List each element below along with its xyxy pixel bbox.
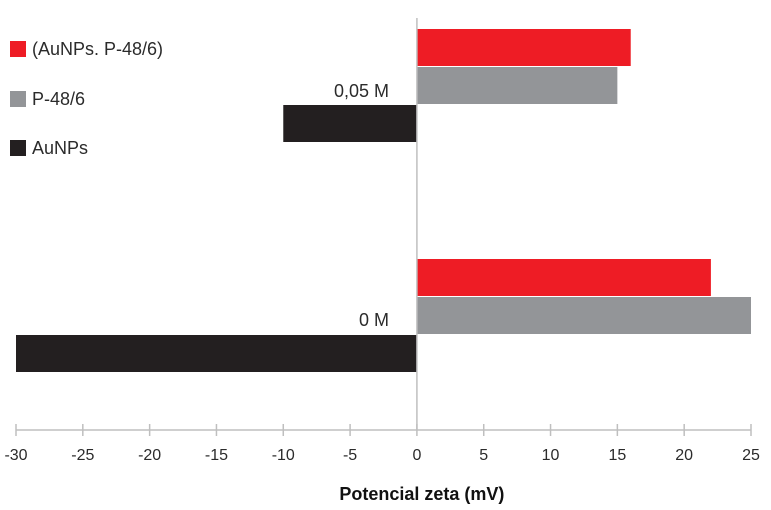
x-tick-label: -15 — [205, 447, 228, 464]
category-labels: 0,05 M 0 M — [334, 81, 389, 330]
x-tick-label: -25 — [71, 447, 94, 464]
bar — [416, 259, 711, 296]
x-tick-label: 10 — [542, 447, 560, 464]
legend: (AuNPs. P-48/6) P-48/6 AuNPs — [10, 39, 163, 158]
legend-swatch — [10, 91, 26, 107]
bar — [16, 335, 417, 372]
x-axis-title: Potencial zeta (mV) — [339, 484, 504, 504]
bar — [416, 297, 751, 334]
legend-label: AuNPs — [32, 138, 88, 158]
legend-swatch — [10, 140, 26, 156]
x-tick-label: 25 — [742, 447, 760, 464]
x-axis: -30 -25 -20 -15 -10 -5 0 5 10 15 20 25 — [4, 18, 760, 464]
bars — [16, 29, 751, 372]
x-tick-label: 20 — [675, 447, 693, 464]
legend-swatch — [10, 41, 26, 57]
bar — [416, 67, 618, 104]
x-tick-label: -10 — [272, 447, 295, 464]
x-tick-label: 5 — [479, 447, 488, 464]
x-tick-label: -20 — [138, 447, 161, 464]
x-tick-label: 15 — [608, 447, 626, 464]
category-label: 0 M — [359, 310, 389, 330]
legend-label: P-48/6 — [32, 89, 85, 109]
legend-label: (AuNPs. P-48/6) — [32, 39, 163, 59]
x-tick-label: -5 — [343, 447, 357, 464]
x-tick-label: 0 — [412, 447, 421, 464]
bar — [416, 29, 631, 66]
x-tick-label: -30 — [4, 447, 27, 464]
category-label: 0,05 M — [334, 81, 389, 101]
bar — [283, 105, 417, 142]
